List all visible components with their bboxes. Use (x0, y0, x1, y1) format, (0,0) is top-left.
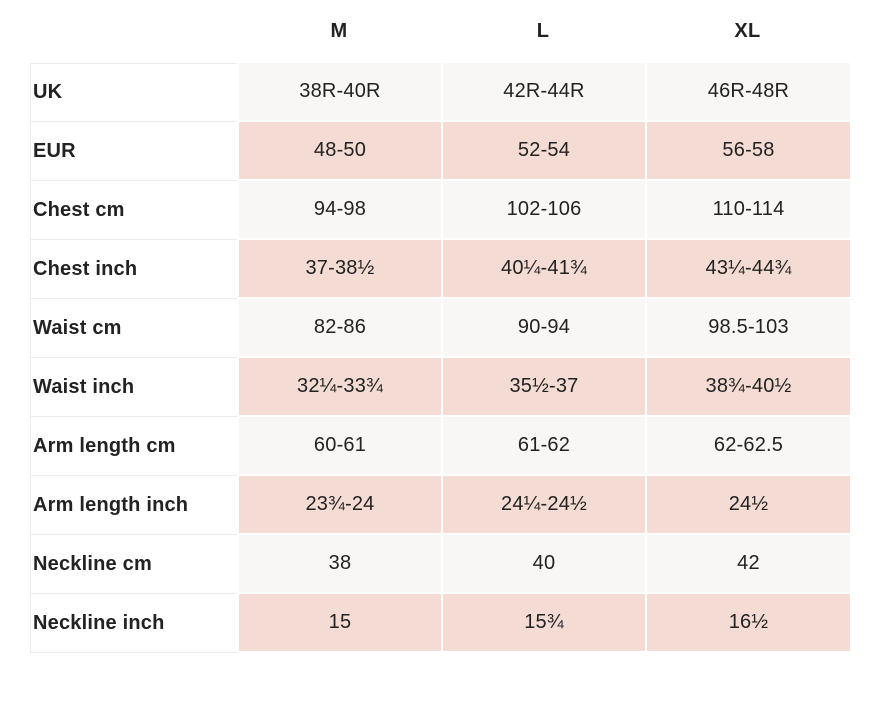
size-value-cell: 98.5-103 (645, 299, 850, 358)
size-value-cell: 61-62 (441, 417, 645, 476)
size-value-cell: 94-98 (237, 181, 441, 240)
size-value-cell: 42 (645, 535, 850, 594)
corner-cell (30, 0, 237, 63)
size-value-cell: 62-62.5 (645, 417, 850, 476)
size-value-cell: 46R-48R (645, 63, 850, 122)
size-value-cell: 82-86 (237, 299, 441, 358)
table-row: UK 38R-40R 42R-44R 46R-48R (30, 63, 850, 122)
size-value-cell: 90-94 (441, 299, 645, 358)
table-row: Chest inch 37-38½ 40¼-41¾ 43¼-44¾ (30, 240, 850, 299)
size-value-cell: 56-58 (645, 122, 850, 181)
row-label-chest-inch: Chest inch (30, 240, 237, 299)
column-header-xl: XL (645, 0, 850, 63)
size-value-cell: 40 (441, 535, 645, 594)
size-value-cell: 102-106 (441, 181, 645, 240)
size-value-cell: 43¼-44¾ (645, 240, 850, 299)
size-value-cell: 42R-44R (441, 63, 645, 122)
size-value-cell: 38 (237, 535, 441, 594)
column-header-l: L (441, 0, 645, 63)
row-label-uk: UK (30, 63, 237, 122)
size-value-cell: 24½ (645, 476, 850, 535)
size-value-cell: 24¼-24½ (441, 476, 645, 535)
row-label-arm-length-cm: Arm length cm (30, 417, 237, 476)
table-row: Arm length inch 23¾-24 24¼-24½ 24½ (30, 476, 850, 535)
size-value-cell: 60-61 (237, 417, 441, 476)
size-table-body: UK 38R-40R 42R-44R 46R-48R EUR 48-50 52-54 56-5… (30, 63, 850, 653)
size-value-cell: 35½-37 (441, 358, 645, 417)
size-value-cell: 15¾ (441, 594, 645, 653)
row-label-chest-cm: Chest cm (30, 181, 237, 240)
table-row: Neckline inch 15 15¾ 16½ (30, 594, 850, 653)
size-value-cell: 110-114 (645, 181, 850, 240)
size-value-cell: 38R-40R (237, 63, 441, 122)
row-label-waist-inch: Waist inch (30, 358, 237, 417)
size-value-cell: 52-54 (441, 122, 645, 181)
size-value-cell: 23¾-24 (237, 476, 441, 535)
row-label-neckline-cm: Neckline cm (30, 535, 237, 594)
row-label-eur: EUR (30, 122, 237, 181)
row-label-waist-cm: Waist cm (30, 299, 237, 358)
size-value-cell: 38¾-40½ (645, 358, 850, 417)
size-chart: M L XL UK 38R-40R 42R-44R 46R-48R EUR 48-50 52… (30, 0, 850, 653)
row-label-arm-length-inch: Arm length inch (30, 476, 237, 535)
table-row: Arm length cm 60-61 61-62 62-62.5 (30, 417, 850, 476)
size-chart-table: M L XL UK 38R-40R 42R-44R 46R-48R EUR 48-50 52… (30, 0, 850, 653)
table-row: Waist inch 32¼-33¾ 35½-37 38¾-40½ (30, 358, 850, 417)
size-chart-header: M L XL (30, 0, 850, 63)
row-label-neckline-inch: Neckline inch (30, 594, 237, 653)
size-value-cell: 15 (237, 594, 441, 653)
column-header-m: M (237, 0, 441, 63)
size-value-cell: 48-50 (237, 122, 441, 181)
table-row: Chest cm 94-98 102-106 110-114 (30, 181, 850, 240)
size-value-cell: 32¼-33¾ (237, 358, 441, 417)
size-value-cell: 37-38½ (237, 240, 441, 299)
table-row: EUR 48-50 52-54 56-58 (30, 122, 850, 181)
size-value-cell: 16½ (645, 594, 850, 653)
size-value-cell: 40¼-41¾ (441, 240, 645, 299)
table-row: Waist cm 82-86 90-94 98.5-103 (30, 299, 850, 358)
header-row: M L XL (30, 0, 850, 63)
table-row: Neckline cm 38 40 42 (30, 535, 850, 594)
